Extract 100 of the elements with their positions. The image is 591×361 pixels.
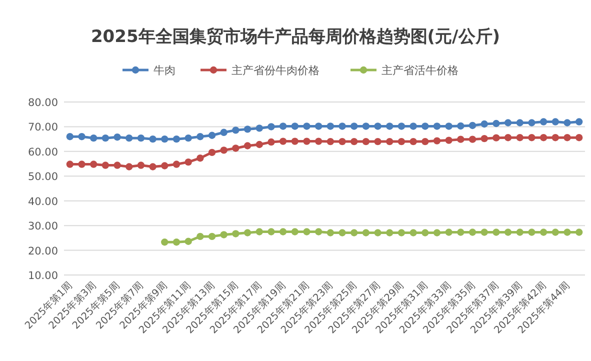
y-tick-label: 50.00 (28, 171, 58, 184)
point (516, 228, 524, 236)
point (457, 228, 464, 236)
point (468, 122, 476, 130)
point (232, 230, 240, 238)
point (102, 134, 110, 142)
point (196, 133, 204, 140)
point (410, 122, 417, 130)
y-tick-label: 10.00 (28, 270, 58, 282)
point (220, 128, 228, 136)
point (480, 120, 488, 128)
point (256, 124, 263, 132)
point (492, 120, 500, 128)
point (564, 228, 571, 236)
point (468, 136, 476, 143)
point (66, 133, 74, 140)
point (184, 158, 192, 166)
legend-label: 主产省活牛价格 (382, 64, 458, 77)
y-tick-label: 80.00 (28, 97, 58, 109)
point (291, 138, 298, 145)
point (480, 228, 488, 236)
point (433, 229, 441, 236)
point (244, 229, 252, 236)
point (552, 228, 559, 236)
point (386, 122, 394, 130)
point (149, 135, 156, 143)
point (516, 134, 524, 142)
point (386, 229, 394, 236)
point (184, 238, 192, 245)
point (172, 160, 180, 168)
point (422, 229, 429, 236)
point (279, 122, 287, 130)
point (208, 132, 216, 139)
point (172, 135, 180, 143)
point (433, 122, 441, 130)
point (161, 162, 168, 170)
point (410, 138, 417, 146)
point (492, 228, 500, 236)
point (232, 126, 240, 134)
point (220, 146, 228, 154)
point (196, 154, 204, 162)
y-tick-label: 70.00 (28, 122, 58, 134)
point (161, 135, 168, 143)
point (445, 136, 452, 144)
point (137, 134, 145, 142)
point (338, 229, 346, 236)
point (268, 123, 275, 130)
point (196, 232, 204, 240)
point (126, 163, 133, 170)
legend-label: 主产省份牛肉价格 (232, 64, 320, 77)
point (445, 228, 452, 236)
point (208, 148, 216, 156)
point (445, 122, 452, 130)
point (326, 138, 334, 146)
point (575, 118, 583, 126)
point (362, 229, 370, 236)
point (90, 160, 98, 168)
point (575, 134, 583, 142)
point (172, 238, 180, 246)
point (398, 122, 406, 130)
point (90, 134, 98, 142)
point (350, 229, 358, 236)
point (528, 228, 536, 236)
point (374, 122, 382, 130)
point (256, 140, 263, 148)
point (540, 118, 548, 126)
point (398, 138, 406, 146)
point (338, 122, 346, 130)
y-tick-label: 60.00 (28, 146, 58, 158)
point (516, 119, 524, 126)
point (268, 228, 275, 236)
point (504, 134, 512, 142)
point (350, 138, 358, 146)
point (350, 122, 358, 130)
point (303, 228, 310, 236)
y-tick-label: 20.00 (28, 245, 58, 258)
point (78, 133, 86, 140)
point (303, 122, 310, 130)
point (540, 228, 548, 236)
point (314, 228, 322, 236)
point (114, 162, 121, 169)
point (564, 134, 571, 142)
point (422, 138, 429, 146)
point (540, 134, 548, 142)
point (504, 228, 512, 236)
point (386, 138, 394, 146)
point (149, 163, 156, 170)
point (78, 160, 86, 168)
point (492, 134, 500, 142)
point (374, 229, 382, 236)
point (422, 122, 429, 130)
point (552, 134, 559, 142)
point (398, 229, 406, 236)
point (326, 122, 334, 130)
point (314, 138, 322, 145)
y-tick-label: 30.00 (28, 220, 58, 233)
point (232, 144, 240, 152)
point (184, 134, 192, 142)
point (362, 138, 370, 146)
point (468, 228, 476, 236)
